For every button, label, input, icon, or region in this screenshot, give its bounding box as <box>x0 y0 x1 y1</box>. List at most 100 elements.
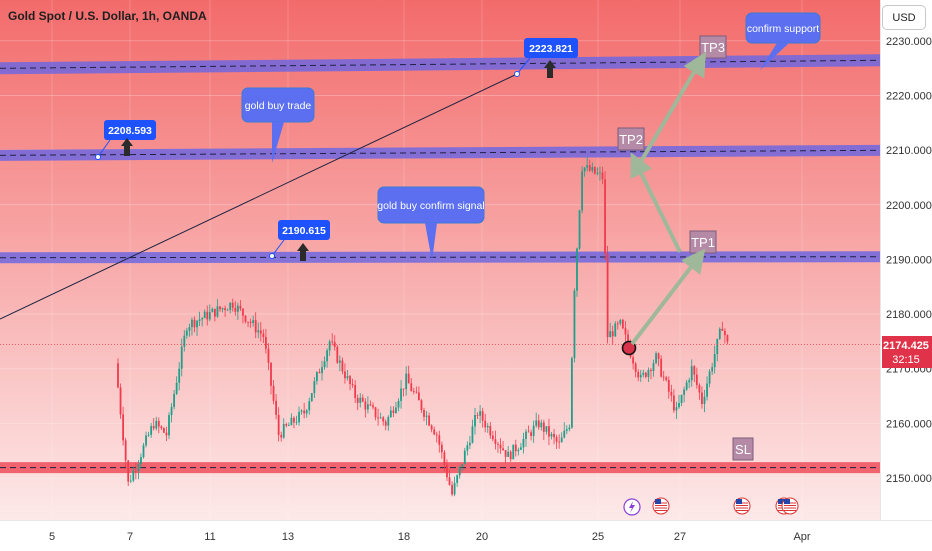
candle <box>678 394 680 409</box>
candle <box>611 325 614 345</box>
candle-body <box>611 331 614 337</box>
candle-body <box>405 373 408 390</box>
tag-sl: SL <box>735 442 751 457</box>
candle <box>532 420 535 443</box>
candle <box>193 316 196 333</box>
candle-body <box>252 320 255 323</box>
candle <box>428 412 430 427</box>
candle-body <box>502 448 504 451</box>
price-scale[interactable] <box>880 0 932 520</box>
candle-body <box>537 420 540 428</box>
label-pointer <box>271 239 285 257</box>
candle-body <box>277 414 280 435</box>
candle-body <box>461 464 464 467</box>
candle-body <box>563 430 566 438</box>
candle <box>257 322 260 339</box>
candle <box>520 443 522 451</box>
candle-body <box>573 290 576 359</box>
trend-line-group <box>0 73 518 320</box>
candle <box>504 449 507 464</box>
candle <box>226 308 229 311</box>
candle <box>387 415 390 431</box>
candle <box>545 426 548 435</box>
candle-body <box>359 397 362 403</box>
candle-body <box>578 210 581 249</box>
candle <box>655 351 657 365</box>
candle-body <box>627 334 629 346</box>
up-arrow-icon <box>121 138 133 156</box>
candle-body <box>474 415 476 427</box>
candle <box>440 441 443 459</box>
level-bands <box>0 54 881 474</box>
candle-body <box>272 385 275 401</box>
candle-body <box>262 333 265 337</box>
candle <box>249 318 252 328</box>
candle <box>458 466 461 479</box>
callout-confirm-support: confirm support <box>747 23 819 35</box>
candle-body <box>558 441 561 443</box>
candle <box>129 474 132 483</box>
candle <box>369 400 372 407</box>
candle <box>573 288 576 363</box>
candle <box>188 323 191 337</box>
time-scale[interactable] <box>0 520 932 551</box>
callout-gold-buy-trade: gold buy trade <box>245 100 312 112</box>
candle <box>527 425 530 433</box>
candle <box>471 419 474 444</box>
candle-body <box>703 396 706 404</box>
candle <box>606 245 609 344</box>
candle-body <box>290 417 293 426</box>
candle-body <box>313 381 316 394</box>
candle-body <box>387 417 390 426</box>
candle <box>683 386 685 403</box>
tag-tp3-box <box>699 35 727 59</box>
candle <box>405 366 408 396</box>
candle <box>647 367 650 383</box>
candle-body <box>647 369 650 377</box>
candle <box>706 376 708 401</box>
candle <box>142 442 145 459</box>
candle <box>512 444 515 460</box>
candle-body <box>433 429 436 435</box>
candle-body <box>142 445 145 458</box>
candle <box>695 367 698 389</box>
candle <box>586 156 589 172</box>
candle <box>364 398 367 418</box>
candle <box>453 476 456 497</box>
candle-body <box>356 398 359 403</box>
candle <box>484 413 487 433</box>
up-arrow-icon <box>297 243 309 261</box>
candle <box>560 432 563 443</box>
candle-body <box>428 415 430 426</box>
candle-body <box>726 335 729 342</box>
candle-body <box>379 417 382 419</box>
candle <box>525 428 527 447</box>
projection-arrow <box>630 248 706 346</box>
candle <box>211 307 214 313</box>
price-label-2223: 2223.821 <box>529 43 573 55</box>
candle-body <box>479 411 481 416</box>
candle-body <box>642 372 645 375</box>
candle <box>270 362 272 395</box>
candle <box>644 371 647 379</box>
candle <box>565 425 568 435</box>
candle-body <box>665 377 668 381</box>
candle <box>206 305 209 326</box>
candle-body <box>435 434 438 436</box>
candle-body <box>683 389 685 395</box>
candle-body <box>298 411 300 423</box>
band-center-line <box>0 59 881 69</box>
candle-body <box>219 306 221 310</box>
candle-body <box>652 363 655 372</box>
candle <box>395 402 397 414</box>
candle <box>581 166 583 214</box>
candle <box>443 450 446 472</box>
candle-body <box>576 248 578 291</box>
candle-body <box>270 362 272 386</box>
currency-button[interactable]: USD <box>882 5 926 30</box>
price-label-2223-box <box>524 38 578 58</box>
candle <box>198 311 201 326</box>
candle-body <box>402 388 405 390</box>
candle-body <box>685 382 688 390</box>
